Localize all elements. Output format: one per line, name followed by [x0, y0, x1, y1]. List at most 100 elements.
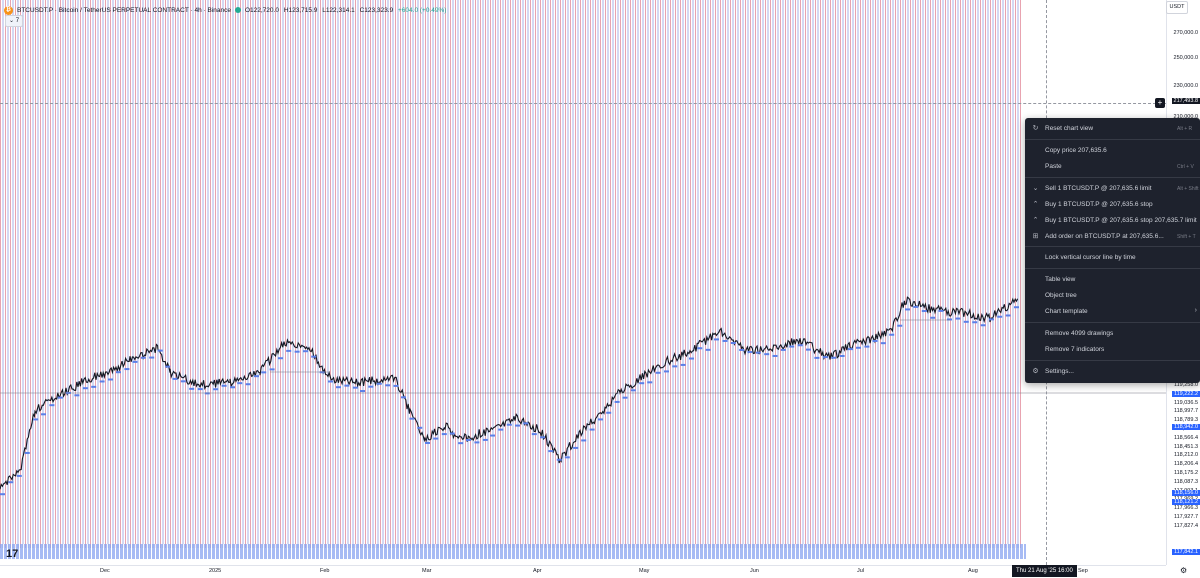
price-axis-label: 118,175.2 [1173, 470, 1198, 476]
chart-settings-gear-icon[interactable]: ⚙ [1180, 566, 1188, 575]
drawing-marker [376, 382, 382, 385]
time-axis-label: Jul [857, 568, 865, 574]
tradingview-logo-icon[interactable]: 17 [6, 548, 19, 560]
price-axis-label: 118,206.4 [1173, 461, 1198, 468]
time-axis-label: Aug [968, 568, 978, 574]
context-menu-item[interactable]: ⌃ Buy 1 BTCUSDT.P @ 207,635.6 stop [1025, 198, 1200, 212]
drawing-marker [714, 338, 719, 341]
price-axis-label: 117,966.3 [1173, 505, 1198, 512]
context-menu-item[interactable]: Remove 7 indicators [1025, 343, 1200, 357]
drawing-marker [581, 439, 587, 442]
context-menu-item[interactable]: ⊞ Add order on BTCUSDT.P at 207,635.6... S… [1025, 230, 1200, 244]
drawing-marker [722, 339, 728, 342]
change-value: +604.0 (+0.49%) [398, 6, 447, 14]
drawing-marker [947, 318, 952, 321]
drawing-marker [33, 418, 39, 421]
drawing-marker [466, 439, 471, 442]
drawing-marker [872, 340, 878, 343]
symbol-title[interactable]: BTCUSDT.P · Bitcoin / TetherUS PERPETUAL… [17, 6, 231, 14]
menu-separator [1025, 360, 1200, 361]
context-menu-item[interactable]: Table view [1025, 273, 1200, 287]
drawing-marker [797, 344, 803, 347]
currency-selector[interactable]: USDT [1166, 1, 1188, 14]
ohlc-values: O122,720.0 H123,715.9 L122,314.1 C123,32… [245, 7, 449, 14]
drawing-marker [905, 308, 910, 311]
drawing-marker [639, 382, 645, 385]
drawing-marker [897, 324, 903, 327]
open-value: O122,720.0 [244, 6, 279, 14]
reset-icon: ↻ [1032, 125, 1039, 132]
price-axis-highlight-label: 118,942.0 [1171, 424, 1200, 430]
context-menu-item[interactable]: ⌄ Sell 1 BTCUSDT.P @ 207,635.6 limit Alt +… [1025, 182, 1200, 196]
market-status-dot-icon [234, 7, 241, 13]
drawing-marker [417, 426, 423, 429]
menu-separator [1025, 177, 1200, 178]
drawing-marker [336, 386, 341, 389]
chevron-down-icon: ⌄ [9, 18, 15, 24]
context-menu-item-label: Sell 1 BTCUSDT.P @ 207,635.6 limit [1045, 185, 1152, 192]
drawing-marker [739, 348, 745, 351]
drawing-marker [1014, 306, 1019, 309]
drawing-marker [548, 450, 554, 453]
context-menu-item[interactable]: Chart template › [1025, 305, 1200, 319]
drawing-marker [261, 371, 267, 374]
context-menu-item-label: Lock vertical cursor line by time [1045, 254, 1136, 261]
context-menu-item[interactable]: ⚙ Settings... [1025, 365, 1200, 379]
context-menu-item[interactable]: Remove 4099 drawings [1025, 327, 1200, 341]
drawing-marker [409, 417, 415, 420]
price-series-line [0, 296, 1019, 490]
drawing-marker [672, 365, 678, 368]
drawing-marker [822, 356, 828, 359]
indicators-count: 7 [15, 18, 20, 24]
drawing-marker [606, 411, 612, 414]
drawing-marker [963, 320, 969, 323]
drawing-marker [839, 354, 845, 357]
drawing-marker [730, 342, 736, 345]
crosshair-horizontal-line [0, 103, 1166, 104]
context-menu-item[interactable]: Paste Ctrl + V [1025, 160, 1200, 174]
time-axis[interactable]: Dec 2025 Feb Mar Apr May Jun Jul Aug Sep [0, 565, 1166, 578]
context-menu-item[interactable]: Lock vertical cursor line by time [1025, 251, 1200, 265]
symbol-header: ₿ BTCUSDT.P · Bitcoin / TetherUS PERPETU… [4, 3, 449, 17]
price-plot[interactable] [0, 0, 1166, 565]
context-menu[interactable]: ↻ Reset chart view Alt + R Copy price 207,6… [1025, 118, 1200, 383]
context-menu-item-label: Paste [1045, 163, 1062, 170]
context-menu-item[interactable]: ↻ Reset chart view Alt + R [1025, 122, 1200, 136]
drawing-marker [360, 390, 365, 393]
chart-area[interactable]: ₿ BTCUSDT.P · Bitcoin / TetherUS PERPETU… [0, 0, 1166, 565]
drawing-marker [197, 388, 203, 391]
vertical-drawings-overlay [0, 0, 1022, 548]
price-axis-label: 118,789.3 [1173, 417, 1198, 424]
price-axis-label: 118,451.3 [1173, 443, 1198, 450]
drawing-marker [680, 363, 686, 366]
indicators-toggle-button[interactable]: ⌄ 7 [5, 15, 24, 27]
drawing-marker [204, 392, 210, 395]
context-menu-item[interactable]: Copy price 207,635.6 [1025, 144, 1200, 158]
drawing-marker [401, 396, 406, 399]
drawing-marker [889, 333, 895, 336]
context-menu-item-label: Copy price 207,635.6 [1045, 147, 1107, 154]
context-menu-item[interactable]: ⌃ Buy 1 BTCUSDT.P @ 207,635.6 stop 207,63… [1025, 214, 1200, 228]
context-menu-item-label: Remove 4099 drawings [1045, 330, 1114, 337]
context-menu-item-shortcut: Shift + T [1177, 233, 1196, 240]
drawing-marker [697, 347, 703, 350]
drawing-marker [124, 368, 130, 371]
context-menu-item-label: Object tree [1045, 292, 1077, 299]
add-price-level-button[interactable]: + [1155, 98, 1165, 108]
drawing-marker [540, 436, 545, 439]
drawing-marker [393, 384, 399, 387]
high-value: H123,715.9 [283, 6, 318, 14]
price-axis-label: 118,997.7 [1173, 408, 1198, 415]
drawing-marker [49, 404, 55, 407]
drawing-marker [180, 380, 186, 383]
menu-separator [1025, 246, 1200, 247]
drawing-marker [474, 441, 480, 444]
time-axis-label: Jun [750, 568, 759, 574]
price-axis-label: 230,000.0 [1173, 83, 1198, 89]
drawing-marker [848, 348, 853, 351]
context-menu-item[interactable]: Object tree [1025, 289, 1200, 303]
drawing-marker [157, 349, 163, 352]
drawing-marker [614, 400, 620, 403]
price-axis-label: 270,000.0 [1173, 30, 1198, 36]
drawing-marker [556, 458, 562, 461]
